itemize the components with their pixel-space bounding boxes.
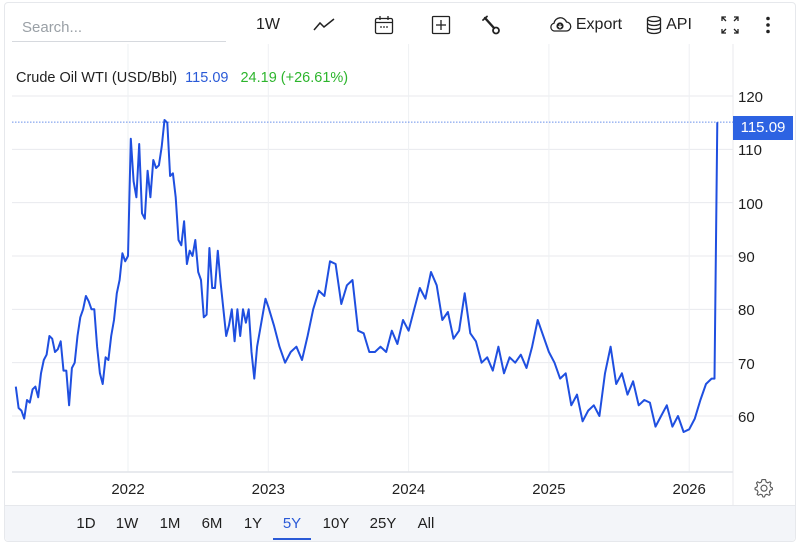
x-axis-label: 2024 bbox=[391, 481, 426, 498]
range-option-1y[interactable]: 1Y bbox=[243, 515, 263, 532]
instrument-change: 24.19 (+26.61%) bbox=[240, 70, 349, 86]
api-button[interactable]: API bbox=[644, 12, 694, 38]
export-label: Export bbox=[575, 16, 623, 33]
range-option-all[interactable]: All bbox=[417, 515, 435, 532]
grid bbox=[12, 44, 733, 472]
more-options-button[interactable] bbox=[758, 12, 778, 38]
wrench-icon bbox=[481, 15, 501, 35]
x-axis-label: 2022 bbox=[111, 481, 145, 498]
x-axis-label: 2026 bbox=[672, 481, 706, 498]
calendar-icon bbox=[374, 15, 394, 35]
price-series-line bbox=[14, 119, 719, 433]
range-option-6m[interactable]: 6M bbox=[201, 515, 223, 532]
x-axis-label: 2023 bbox=[251, 481, 285, 498]
search-box[interactable] bbox=[12, 14, 226, 42]
x-axis-label: 2025 bbox=[532, 481, 566, 498]
interval-button[interactable]: 1W bbox=[252, 12, 284, 38]
cloud-download-icon bbox=[548, 16, 572, 34]
calendar-button[interactable] bbox=[370, 12, 398, 38]
y-axis-label: 100 bbox=[738, 195, 764, 213]
range-option-1d[interactable]: 1D bbox=[76, 515, 96, 532]
y-axis-label: 60 bbox=[738, 408, 755, 426]
y-axis-label: 120 bbox=[738, 89, 764, 106]
range-option-25y[interactable]: 25Y bbox=[369, 515, 397, 532]
y-axis-label: 110 bbox=[738, 142, 762, 160]
compare-button[interactable] bbox=[427, 12, 455, 38]
api-label: API bbox=[666, 16, 692, 33]
fullscreen-button[interactable] bbox=[716, 12, 744, 38]
database-icon bbox=[646, 15, 662, 35]
chart-widget bbox=[4, 2, 796, 542]
range-selector-bar bbox=[5, 505, 795, 541]
y-axis-label: 90 bbox=[738, 248, 755, 266]
vertical-dots-icon bbox=[765, 16, 771, 34]
y-axis-label: 80 bbox=[738, 302, 755, 320]
range-option-1w[interactable]: 1W bbox=[115, 515, 139, 532]
instrument-name: Crude Oil WTI (USD/Bbl) bbox=[16, 70, 178, 86]
range-option-5y[interactable]: 5Y bbox=[282, 515, 302, 532]
line-chart-icon bbox=[313, 18, 335, 32]
settings-tool-button[interactable] bbox=[477, 12, 505, 38]
last-price-tag: 115.09 bbox=[733, 116, 793, 140]
instrument-price: 115.09 bbox=[185, 70, 229, 86]
search-input[interactable] bbox=[12, 14, 226, 41]
active-range-underline bbox=[273, 538, 311, 540]
y-axis-label: 70 bbox=[738, 355, 755, 373]
expand-icon bbox=[720, 15, 740, 35]
interval-label: 1W bbox=[256, 16, 280, 33]
range-option-1m[interactable]: 1M bbox=[159, 515, 181, 532]
range-option-10y[interactable]: 10Y bbox=[322, 515, 350, 532]
chart-settings-gear-icon[interactable] bbox=[754, 478, 774, 498]
instrument-header: Crude Oil WTI (USD/Bbl) 115.09 24.19 (+2… bbox=[16, 70, 348, 86]
chart-type-button[interactable] bbox=[310, 12, 338, 38]
plus-square-icon bbox=[431, 15, 451, 35]
export-button[interactable]: Export bbox=[545, 12, 625, 38]
